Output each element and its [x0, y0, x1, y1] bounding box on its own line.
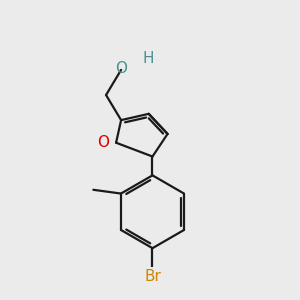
Text: H: H [143, 51, 154, 66]
Text: O: O [115, 61, 127, 76]
Text: Br: Br [144, 269, 161, 284]
Text: O: O [97, 135, 109, 150]
